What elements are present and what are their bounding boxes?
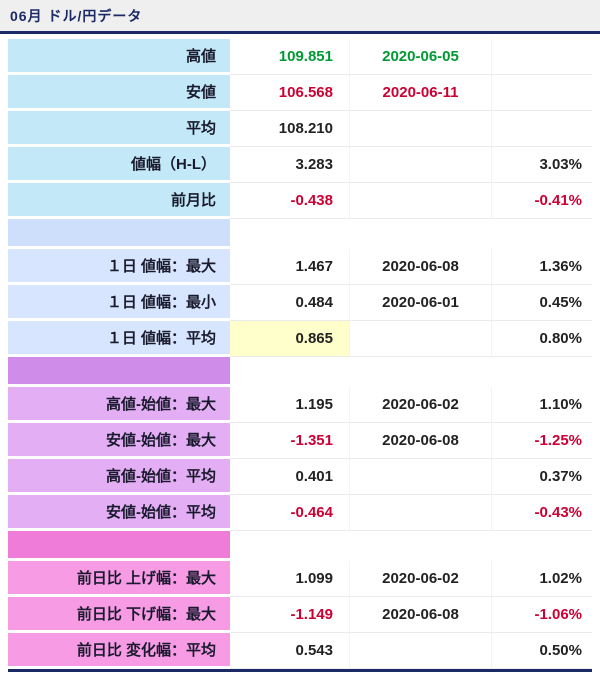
row-date-cell [350, 633, 492, 669]
row-label-cell: 高値-始値：最大 [8, 387, 230, 423]
row-value-cell: -0.464 [230, 495, 350, 531]
row-percent-cell [492, 111, 592, 147]
row-value-cell: 1.195 [230, 387, 350, 423]
page-title: 06月 ドル/円データ [10, 8, 143, 24]
spacer-cell [350, 219, 492, 249]
row-date-cell: 2020-06-02 [350, 561, 492, 597]
row-percent-cell: 0.80% [492, 321, 592, 357]
table-row: １日 値幅：最小 0.484 2020-06-01 0.45% [8, 285, 592, 321]
row-date-cell: 2020-06-08 [350, 423, 492, 459]
row-date-cell: 2020-06-08 [350, 249, 492, 285]
table-row: 安値-始値：平均 -0.464 -0.43% [8, 495, 592, 531]
row-value-cell: 3.283 [230, 147, 350, 183]
data-table-body: 高値 109.851 2020-06-05 安値 106.568 2020-06-11 平均… [8, 39, 592, 669]
spacer-label-cell [8, 531, 230, 561]
spacer-cell [492, 219, 592, 249]
spacer-cell [230, 531, 350, 561]
table-row: 前月比 -0.438 -0.41% [8, 183, 592, 219]
row-percent-cell: 0.37% [492, 459, 592, 495]
section-spacer-row [8, 219, 592, 249]
row-label-cell: 安値 [8, 75, 230, 111]
section-spacer-row [8, 357, 592, 387]
row-value-cell: -0.438 [230, 183, 350, 219]
row-label-cell: １日 値幅：平均 [8, 321, 230, 357]
row-label-cell: １日 値幅：最小 [8, 285, 230, 321]
spacer-cell [492, 357, 592, 387]
row-date-cell: 2020-06-11 [350, 75, 492, 111]
row-percent-cell: 1.36% [492, 249, 592, 285]
table-row: 平均 108.210 [8, 111, 592, 147]
row-value-cell: 0.484 [230, 285, 350, 321]
row-label-cell: 平均 [8, 111, 230, 147]
row-value-cell: -1.149 [230, 597, 350, 633]
row-label-cell: １日 値幅：最大 [8, 249, 230, 285]
table-row: 安値-始値：最大 -1.351 2020-06-08 -1.25% [8, 423, 592, 459]
row-percent-cell [492, 39, 592, 75]
table-row: 安値 106.568 2020-06-11 [8, 75, 592, 111]
row-value-cell: 109.851 [230, 39, 350, 75]
row-percent-cell: -1.25% [492, 423, 592, 459]
section-spacer-row [8, 531, 592, 561]
table-row: １日 値幅：最大 1.467 2020-06-08 1.36% [8, 249, 592, 285]
row-value-cell: 1.467 [230, 249, 350, 285]
row-value-cell: 1.099 [230, 561, 350, 597]
row-date-cell [350, 321, 492, 357]
row-percent-cell: 1.02% [492, 561, 592, 597]
row-value-cell: -1.351 [230, 423, 350, 459]
spacer-label-cell [8, 357, 230, 387]
row-label-cell: 値幅（H-L） [8, 147, 230, 183]
table-row: 前日比 下げ幅：最大 -1.149 2020-06-08 -1.06% [8, 597, 592, 633]
row-value-cell: 0.865 [230, 321, 350, 357]
table-row: 値幅（H-L） 3.283 3.03% [8, 147, 592, 183]
row-label-cell: 安値-始値：最大 [8, 423, 230, 459]
row-date-cell: 2020-06-05 [350, 39, 492, 75]
row-date-cell [350, 495, 492, 531]
row-label-cell: 高値-始値：平均 [8, 459, 230, 495]
row-date-cell [350, 147, 492, 183]
row-label-cell: 前月比 [8, 183, 230, 219]
page-header: 06月 ドル/円データ [0, 0, 600, 34]
data-table-container: 高値 109.851 2020-06-05 安値 106.568 2020-06-11 平均… [8, 34, 592, 672]
row-percent-cell [492, 75, 592, 111]
row-date-cell: 2020-06-02 [350, 387, 492, 423]
row-label-cell: 前日比 上げ幅：最大 [8, 561, 230, 597]
row-value-cell: 0.401 [230, 459, 350, 495]
table-row: 高値-始値：最大 1.195 2020-06-02 1.10% [8, 387, 592, 423]
row-label-cell: 前日比 変化幅：平均 [8, 633, 230, 669]
spacer-cell [350, 531, 492, 561]
spacer-cell [350, 357, 492, 387]
row-value-cell: 108.210 [230, 111, 350, 147]
table-row: １日 値幅：平均 0.865 0.80% [8, 321, 592, 357]
table-row: 前日比 変化幅：平均 0.543 0.50% [8, 633, 592, 669]
row-date-cell [350, 459, 492, 495]
row-percent-cell: 3.03% [492, 147, 592, 183]
spacer-cell [492, 531, 592, 561]
row-date-cell [350, 111, 492, 147]
spacer-cell [230, 357, 350, 387]
row-percent-cell: 0.45% [492, 285, 592, 321]
row-date-cell: 2020-06-01 [350, 285, 492, 321]
row-label-cell: 安値-始値：平均 [8, 495, 230, 531]
table-row: 前日比 上げ幅：最大 1.099 2020-06-02 1.02% [8, 561, 592, 597]
row-percent-cell: -0.43% [492, 495, 592, 531]
row-label-cell: 高値 [8, 39, 230, 75]
row-percent-cell: 1.10% [492, 387, 592, 423]
spacer-label-cell [8, 219, 230, 249]
row-percent-cell: -0.41% [492, 183, 592, 219]
table-row: 高値-始値：平均 0.401 0.37% [8, 459, 592, 495]
table-row: 高値 109.851 2020-06-05 [8, 39, 592, 75]
row-percent-cell: 0.50% [492, 633, 592, 669]
row-percent-cell: -1.06% [492, 597, 592, 633]
spacer-cell [230, 219, 350, 249]
usdjpy-stats-table: 高値 109.851 2020-06-05 安値 106.568 2020-06-11 平均… [8, 39, 592, 669]
row-date-cell: 2020-06-08 [350, 597, 492, 633]
row-label-cell: 前日比 下げ幅：最大 [8, 597, 230, 633]
row-value-cell: 0.543 [230, 633, 350, 669]
row-date-cell [350, 183, 492, 219]
row-value-cell: 106.568 [230, 75, 350, 111]
